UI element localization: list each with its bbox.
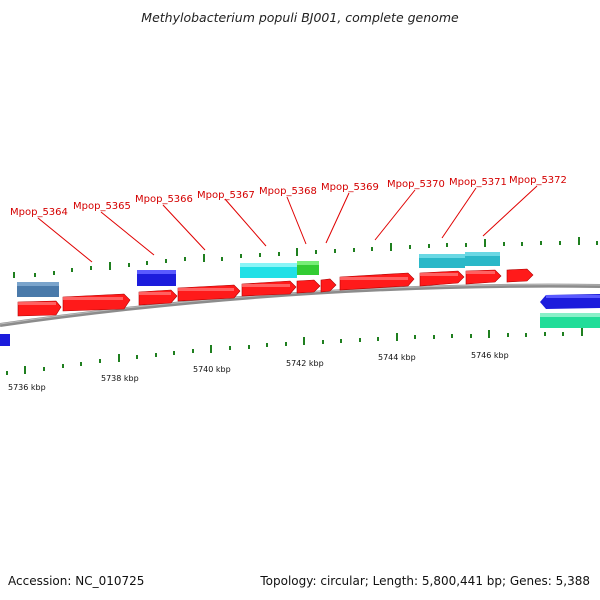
gene-label: Mpop_5367 bbox=[197, 190, 255, 201]
gene-label: Mpop_5365 bbox=[73, 201, 131, 212]
gene-label: Mpop_5366 bbox=[135, 194, 193, 205]
map-title: Methylobacterium populi BJ001, complete … bbox=[141, 10, 459, 25]
accession-text: Accession: NC_010725 bbox=[8, 574, 145, 588]
kbp-label: 5736 kbp bbox=[8, 383, 46, 392]
kbp-label: 5740 kbp bbox=[193, 365, 231, 374]
reverse-cds bbox=[0, 334, 10, 346]
lower-tick-row bbox=[6, 328, 583, 375]
kbp-label: 5742 kbp bbox=[286, 359, 324, 368]
kbp-label: 5738 kbp bbox=[101, 374, 139, 383]
label-leaders bbox=[37, 185, 538, 263]
genome-summary: Topology: circular; Length: 5,800,441 bp… bbox=[260, 574, 590, 588]
upper-tick-row bbox=[13, 237, 598, 278]
gene-label: Mpop_5364 bbox=[10, 207, 68, 218]
gene-label: Mpop_5372 bbox=[509, 175, 567, 186]
kbp-label: 5744 kbp bbox=[378, 353, 416, 362]
gene-label: Mpop_5370 bbox=[387, 179, 445, 190]
gene-label: Mpop_5369 bbox=[321, 182, 379, 193]
genome-backbone bbox=[0, 283, 600, 327]
kbp-label: 5746 kbp bbox=[471, 351, 509, 360]
gene-label: Mpop_5368 bbox=[259, 186, 317, 197]
gene-label: Mpop_5371 bbox=[449, 177, 507, 188]
